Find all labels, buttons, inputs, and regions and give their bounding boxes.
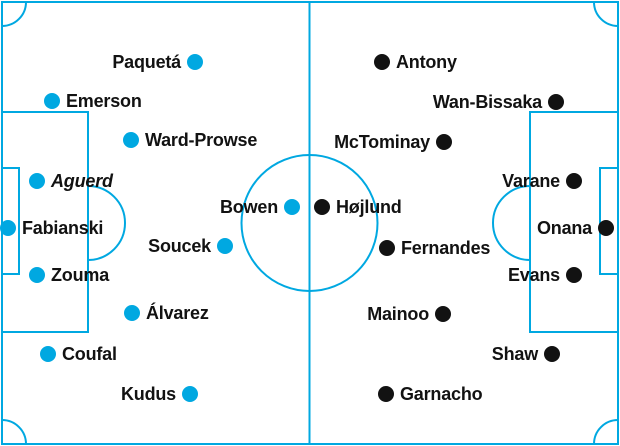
- player-dot-icon: [124, 305, 140, 321]
- player-dot-icon: [187, 54, 203, 70]
- player-dot-icon: [182, 386, 198, 402]
- player-name: Shaw: [491, 344, 538, 364]
- player: Mainoo: [367, 305, 451, 323]
- player: Aguerd: [29, 172, 113, 190]
- player-dot-icon: [123, 132, 139, 148]
- player-name: Mainoo: [367, 304, 429, 324]
- player-dot-icon: [566, 173, 582, 189]
- player-name: Paquetá: [112, 52, 181, 72]
- player: Kudus: [121, 385, 198, 403]
- player: Emerson: [44, 92, 142, 110]
- player-dot-icon: [548, 94, 564, 110]
- corner-arc-top-right: [593, 1, 619, 27]
- player-name: Højlund: [336, 197, 402, 217]
- player-name: Bowen: [219, 197, 278, 217]
- corner-arc-bottom-left: [1, 419, 27, 445]
- player: Bowen: [220, 198, 300, 216]
- penalty-arc-left: [87, 185, 126, 261]
- player: Álvarez: [124, 304, 209, 322]
- player-name: Fabianski: [22, 218, 104, 238]
- player-dot-icon: [0, 220, 16, 236]
- player-name: Kudus: [121, 384, 176, 404]
- player-name: Fernandes: [401, 238, 491, 258]
- player-dot-icon: [40, 346, 56, 362]
- player-name: Antony: [396, 52, 457, 72]
- player-dot-icon: [435, 306, 451, 322]
- player-name: Aguerd: [51, 171, 113, 191]
- player-name: Evans: [507, 265, 560, 285]
- player: Antony: [374, 53, 457, 71]
- player: Shaw: [492, 345, 560, 363]
- player-name: Álvarez: [146, 303, 209, 323]
- player-dot-icon: [284, 199, 300, 215]
- player: Ward-Prowse: [123, 131, 257, 149]
- player-name: Coufal: [62, 344, 117, 364]
- player-name: Zouma: [51, 265, 110, 285]
- player: Højlund: [314, 198, 402, 216]
- player-dot-icon: [598, 220, 614, 236]
- player: McTominay: [334, 133, 452, 151]
- player-name: Emerson: [66, 91, 142, 111]
- player-name: Varane: [502, 171, 560, 191]
- player-dot-icon: [436, 134, 452, 150]
- player: Fernandes: [379, 239, 490, 257]
- player-dot-icon: [379, 240, 395, 256]
- corner-arc-top-left: [1, 1, 27, 27]
- player: Evans: [508, 266, 582, 284]
- player: Zouma: [29, 266, 109, 284]
- center-circle: [240, 154, 379, 292]
- player-dot-icon: [29, 267, 45, 283]
- player-name: Wan-Bissaka: [432, 92, 542, 112]
- player-dot-icon: [29, 173, 45, 189]
- player-dot-icon: [217, 238, 233, 254]
- player: Fabianski: [0, 219, 103, 237]
- player: Soucek: [148, 237, 233, 255]
- corner-arc-bottom-right: [593, 419, 619, 445]
- player-name: Onana: [536, 218, 592, 238]
- player-dot-icon: [44, 93, 60, 109]
- player-dot-icon: [566, 267, 582, 283]
- player-name: Soucek: [148, 236, 211, 256]
- player: Onana: [537, 219, 614, 237]
- player-name: McTominay: [334, 132, 430, 152]
- penalty-arc-right: [492, 185, 531, 261]
- player: Garnacho: [378, 384, 483, 404]
- player: Coufal: [40, 345, 117, 363]
- player: Varane: [502, 172, 582, 190]
- player-dot-icon: [544, 346, 560, 362]
- player-dot-icon: [378, 386, 394, 402]
- player: Wan-Bissaka: [433, 93, 564, 111]
- player-name: Ward-Prowse: [145, 130, 258, 150]
- player: Paquetá: [112, 53, 203, 71]
- player-name: Garnacho: [400, 384, 483, 404]
- player-dot-icon: [314, 199, 330, 215]
- player-dot-icon: [374, 54, 390, 70]
